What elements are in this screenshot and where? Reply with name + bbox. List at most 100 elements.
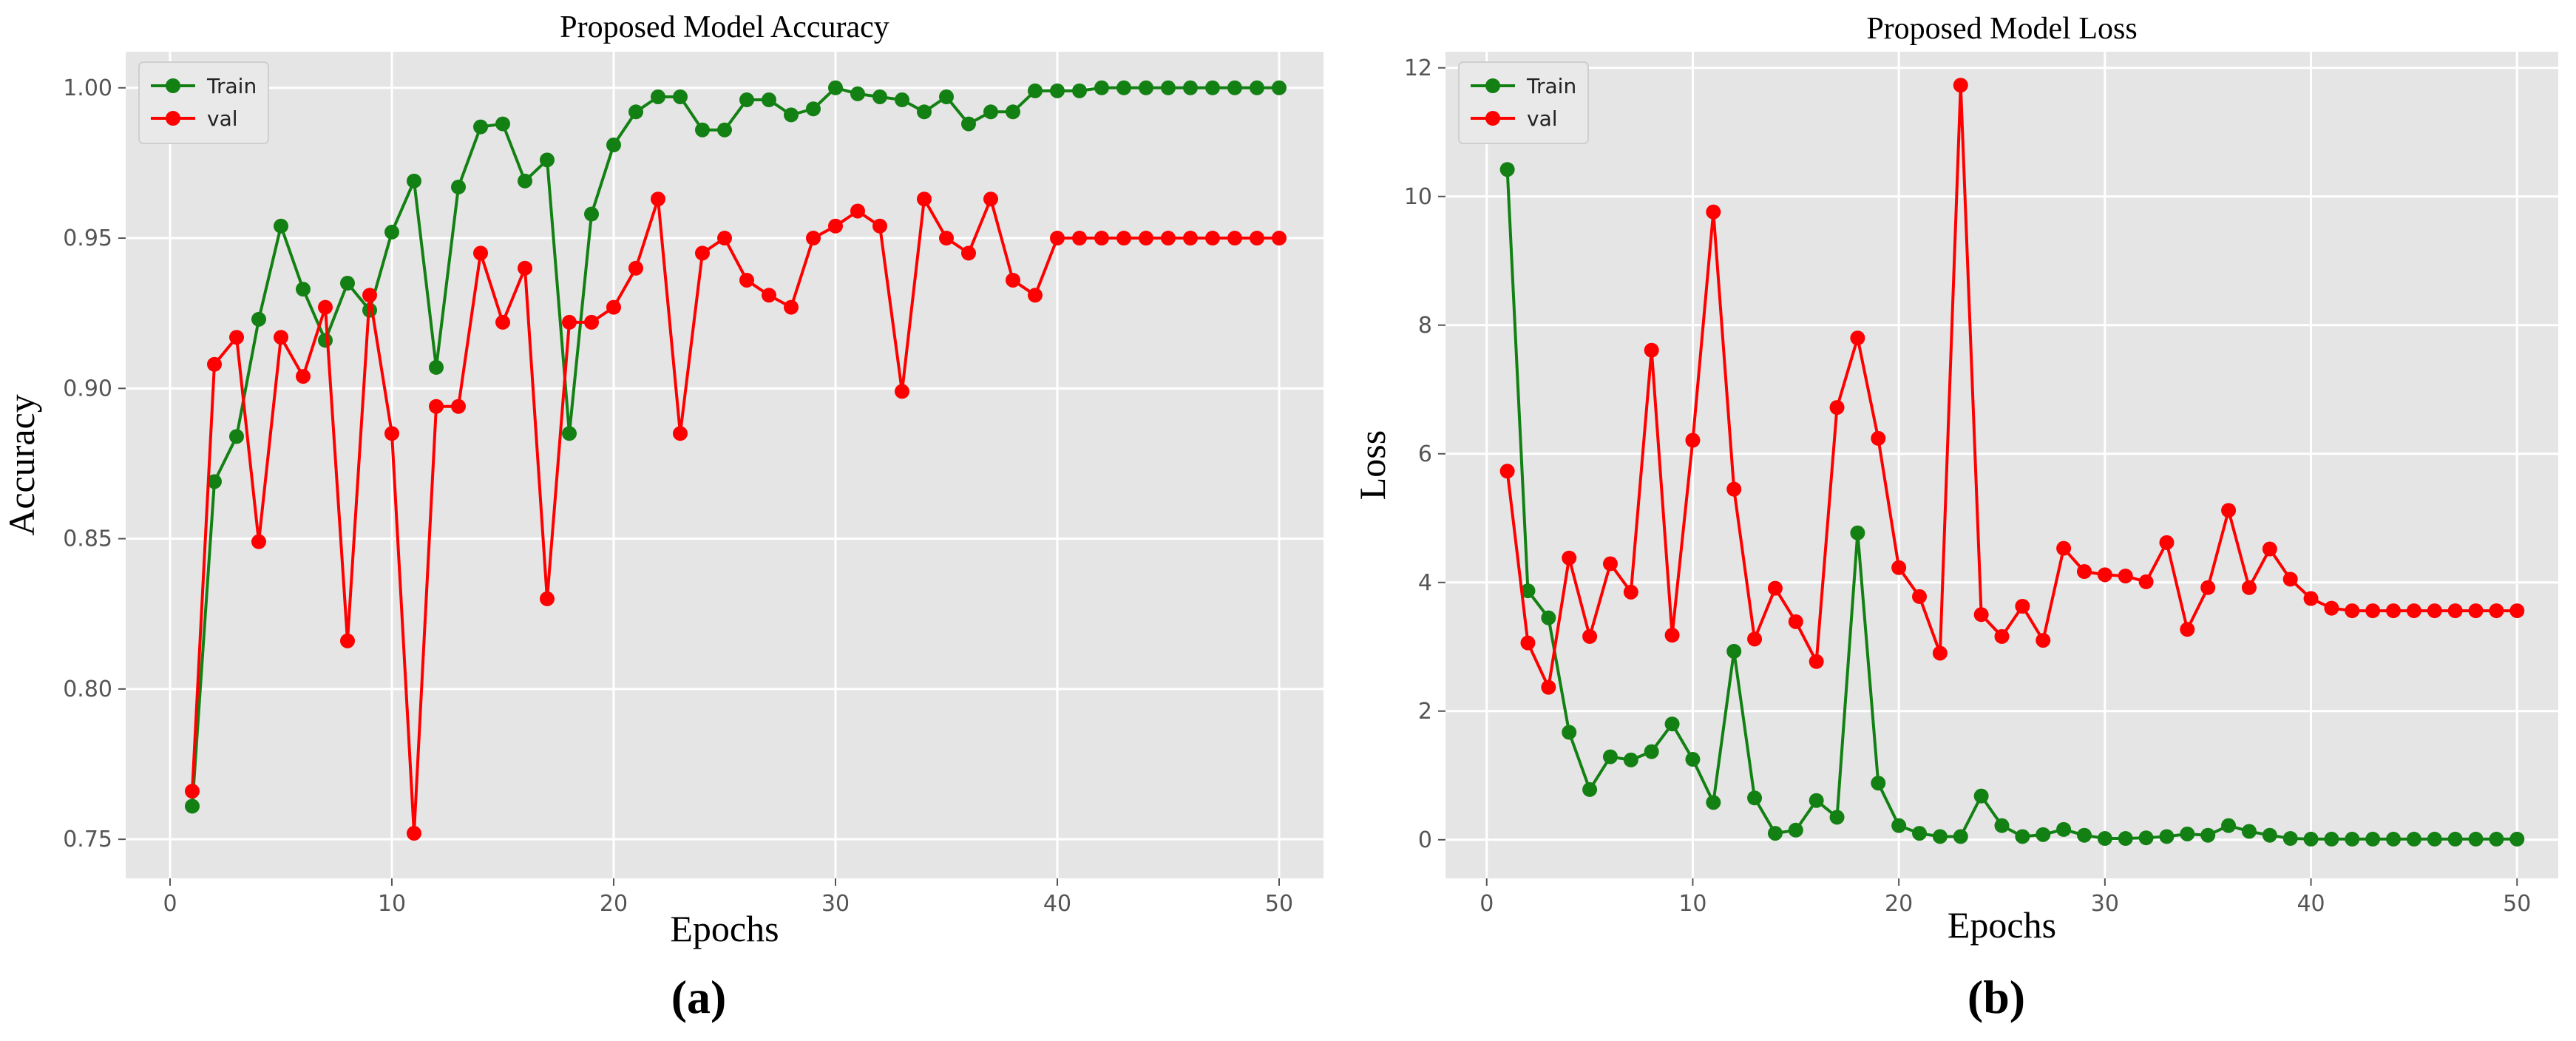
- data-point: [2200, 580, 2216, 595]
- data-point: [384, 224, 399, 240]
- data-point: [2200, 827, 2216, 843]
- data-point: [362, 288, 377, 303]
- data-point: [939, 231, 954, 246]
- data-point: [1953, 78, 1968, 93]
- data-point: [1250, 80, 1264, 95]
- data-point: [2324, 600, 2339, 616]
- data-point: [2097, 567, 2112, 583]
- legend: Train val: [138, 61, 269, 144]
- data-point: [1953, 829, 1968, 844]
- data-point: [1623, 752, 1638, 767]
- data-point: [1139, 231, 1153, 246]
- x-tick-label: 10: [378, 891, 406, 917]
- data-point: [1072, 231, 1087, 246]
- data-point: [1602, 749, 1618, 764]
- x-tick-label: 0: [1479, 891, 1494, 917]
- data-point: [1912, 826, 1928, 841]
- data-point: [1183, 80, 1198, 95]
- data-point: [739, 272, 754, 288]
- data-point: [1809, 654, 1824, 669]
- data-point: [2427, 831, 2442, 847]
- data-point: [2118, 569, 2133, 584]
- data-point: [806, 101, 821, 117]
- data-point: [961, 116, 976, 132]
- data-point: [540, 152, 555, 168]
- data-point: [895, 92, 909, 108]
- data-point: [2345, 831, 2360, 847]
- legend-swatch-marker: [166, 78, 180, 93]
- data-point: [2015, 598, 2030, 614]
- data-point: [451, 179, 466, 194]
- data-point: [828, 80, 843, 95]
- data-point: [2159, 535, 2175, 550]
- data-point: [2036, 827, 2051, 842]
- data-point: [895, 384, 909, 399]
- data-point: [1891, 818, 1907, 833]
- data-point: [1829, 810, 1845, 825]
- data-point: [1623, 584, 1638, 600]
- data-point: [983, 104, 998, 120]
- data-point: [739, 92, 754, 108]
- plot-background: [126, 52, 1323, 878]
- data-point: [318, 333, 333, 348]
- data-point: [1499, 162, 1515, 177]
- data-point: [1685, 433, 1701, 448]
- data-point: [274, 218, 288, 234]
- data-point: [2468, 603, 2484, 619]
- data-point: [2386, 603, 2402, 619]
- data-point: [1644, 342, 1659, 358]
- data-point: [673, 89, 688, 104]
- data-point: [251, 534, 266, 549]
- chart-title: Proposed Model Accuracy: [560, 10, 889, 44]
- data-point: [2447, 603, 2463, 619]
- data-point: [2365, 603, 2381, 619]
- data-point: [1006, 104, 1020, 120]
- data-point: [229, 330, 244, 345]
- data-point: [207, 474, 222, 489]
- data-point: [1050, 83, 1065, 98]
- data-point: [850, 203, 865, 219]
- data-point: [518, 260, 532, 276]
- data-point: [473, 119, 488, 135]
- data-point: [1161, 231, 1176, 246]
- data-point: [2056, 540, 2072, 556]
- data-point: [939, 89, 954, 104]
- x-tick-label: 0: [163, 891, 177, 917]
- data-point: [495, 314, 510, 330]
- data-point: [2138, 574, 2154, 589]
- data-point: [1932, 645, 1948, 661]
- data-point: [2303, 831, 2319, 847]
- data-point: [384, 426, 399, 441]
- y-tick-label: 6: [1418, 441, 1432, 467]
- panel-label-b: (b): [1967, 971, 2025, 1023]
- data-point: [540, 591, 555, 606]
- series-train: [1499, 162, 2525, 847]
- data-point: [1912, 589, 1928, 604]
- y-tick-label: 8: [1418, 313, 1432, 339]
- legend: Train val: [1458, 61, 1589, 144]
- y-tick-label: 0.80: [63, 677, 112, 702]
- data-point: [2138, 830, 2154, 846]
- data-point: [229, 429, 244, 444]
- data-point: [2241, 580, 2257, 595]
- data-point: [2262, 827, 2277, 843]
- data-point: [2262, 541, 2277, 557]
- data-point: [961, 245, 976, 261]
- data-point: [1541, 610, 1556, 625]
- data-point: [917, 104, 932, 120]
- data-point: [1139, 80, 1153, 95]
- y-axis-label: Loss: [1352, 430, 1393, 500]
- y-tick-label: 4: [1418, 570, 1432, 596]
- data-point: [1891, 560, 1907, 575]
- x-tick-label: 50: [1265, 891, 1293, 917]
- x-tick-label: 40: [1043, 891, 1071, 917]
- data-point: [2076, 563, 2092, 579]
- panel-label-a: (a): [671, 971, 727, 1023]
- data-point: [451, 399, 466, 414]
- data-point: [2447, 831, 2463, 847]
- data-point: [407, 826, 421, 841]
- data-point: [695, 245, 710, 261]
- x-tick-label: 30: [821, 891, 850, 917]
- data-point: [762, 92, 776, 108]
- data-point: [2365, 831, 2381, 847]
